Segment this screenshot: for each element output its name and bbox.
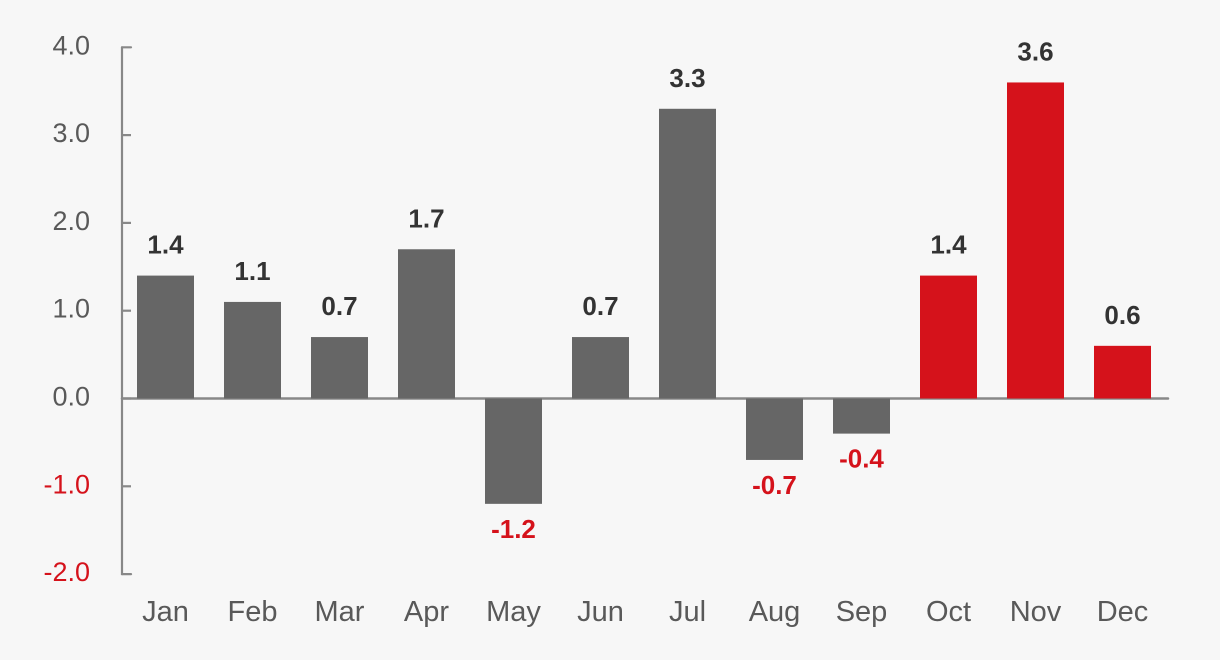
- svg-text:Dec: Dec: [1097, 596, 1149, 628]
- svg-text:1.4: 1.4: [930, 230, 967, 260]
- svg-text:1.7: 1.7: [408, 203, 444, 233]
- svg-text:Jun: Jun: [577, 596, 624, 628]
- svg-text:-1.0: -1.0: [43, 469, 90, 499]
- svg-text:Oct: Oct: [926, 596, 971, 628]
- svg-text:0.0: 0.0: [52, 382, 90, 412]
- svg-text:-0.7: -0.7: [752, 470, 797, 500]
- svg-text:0.7: 0.7: [321, 291, 357, 321]
- svg-text:Aug: Aug: [749, 596, 801, 628]
- svg-text:3.3: 3.3: [669, 63, 705, 93]
- svg-text:Mar: Mar: [315, 596, 365, 628]
- svg-text:0.7: 0.7: [582, 291, 618, 321]
- svg-text:3.6: 3.6: [1017, 37, 1053, 67]
- svg-text:Jan: Jan: [142, 596, 189, 628]
- svg-text:2.0: 2.0: [52, 206, 90, 236]
- svg-text:1.4: 1.4: [147, 230, 184, 260]
- svg-text:Sep: Sep: [836, 596, 888, 628]
- svg-text:Nov: Nov: [1010, 596, 1062, 628]
- svg-text:1.0: 1.0: [52, 294, 90, 324]
- svg-text:-1.2: -1.2: [491, 514, 536, 544]
- svg-text:-0.4: -0.4: [839, 444, 884, 474]
- svg-text:Jul: Jul: [669, 596, 706, 628]
- svg-text:May: May: [486, 596, 541, 628]
- svg-text:-2.0: -2.0: [43, 557, 90, 587]
- svg-text:Feb: Feb: [228, 596, 278, 628]
- svg-text:3.0: 3.0: [52, 118, 90, 148]
- svg-text:1.1: 1.1: [234, 256, 270, 286]
- svg-text:0.6: 0.6: [1104, 300, 1140, 330]
- svg-text:Apr: Apr: [404, 596, 449, 628]
- svg-text:4.0: 4.0: [52, 30, 90, 60]
